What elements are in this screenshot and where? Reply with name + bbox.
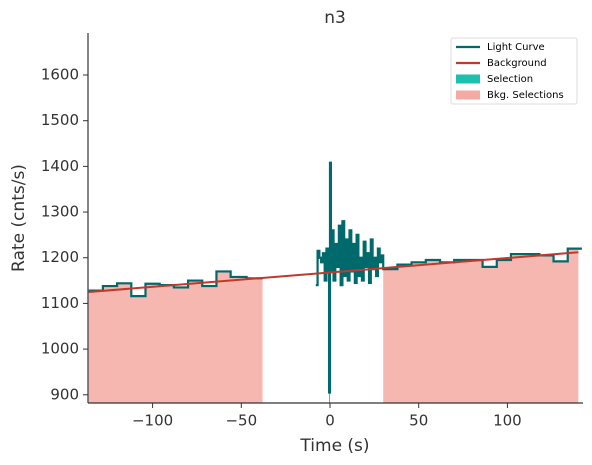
light-curve: [88, 161, 582, 394]
chart-title: n3: [324, 8, 346, 28]
selection-area: [88, 271, 263, 403]
y-tick-label: 900: [50, 385, 79, 403]
legend-patch: [456, 90, 480, 100]
x-tick-label: −50: [225, 412, 257, 430]
x-tick-label: 0: [325, 412, 335, 430]
x-tick-label: 100: [493, 412, 522, 430]
legend-label: Selection: [487, 74, 533, 85]
x-tick-label: 50: [409, 412, 428, 430]
selection-area: [329, 392, 330, 403]
legend-patch: [456, 74, 480, 84]
y-tick-label: 1100: [41, 294, 79, 312]
legend-label: Background: [487, 58, 547, 69]
y-axis-label: Rate (cnts/s): [9, 164, 29, 272]
y-tick-label: 1400: [41, 157, 79, 175]
fills: [88, 248, 579, 403]
y-tick-label: 1300: [41, 203, 79, 221]
background-line: [88, 251, 579, 293]
selection-area: [383, 248, 579, 403]
y-tick-label: 1000: [41, 340, 79, 358]
lines: [88, 161, 582, 394]
legend-label: Light Curve: [487, 42, 545, 53]
y-tick-label: 1200: [41, 248, 79, 266]
legend-label: Bkg. Selections: [487, 90, 564, 101]
x-axis-label: Time (s): [299, 436, 369, 456]
x-tick-label: −100: [132, 412, 173, 430]
legend: [450, 37, 578, 105]
y-tick-label: 1500: [41, 111, 79, 129]
y-tick-label: 1600: [41, 66, 79, 84]
